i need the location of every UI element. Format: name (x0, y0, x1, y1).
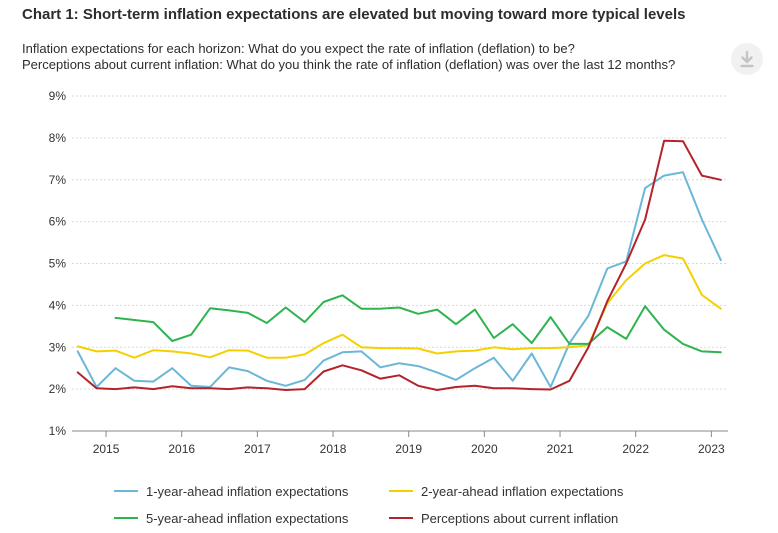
legend-item-5-year[interactable]: 5-year-ahead inflation expectations (114, 509, 348, 527)
y-axis-ticks: 1% 2% 3% 4% 5% 6% 7% 8% 9% (49, 89, 67, 438)
legend-label-2-year: 2-year-ahead inflation expectations (421, 483, 624, 499)
series-lines (76, 139, 722, 391)
series-line-5-year (114, 294, 722, 354)
x-axis-ticks: 2015 2016 2017 2018 2019 2020 2021 2022 2023 (72, 430, 728, 456)
legend-item-perceptions[interactable]: Perceptions about current inflation (389, 509, 618, 527)
legend-label-perceptions: Perceptions about current inflation (421, 510, 619, 526)
y-tick-label: 5% (49, 257, 67, 271)
gridlines (72, 95, 728, 432)
y-tick-label: 3% (49, 340, 67, 354)
download-icon (740, 50, 754, 68)
y-tick-label: 1% (49, 424, 67, 438)
x-tick-label: 2017 (244, 442, 271, 456)
subtitle-line-1: Inflation expectations for each horizon:… (22, 41, 575, 56)
legend-swatch-perceptions (389, 517, 413, 519)
legend-swatch-5-year (114, 517, 138, 519)
x-tick-label: 2019 (395, 442, 422, 456)
chart-subtitle: Inflation expectations for each horizon:… (22, 41, 675, 73)
y-tick-label: 6% (49, 215, 67, 229)
series-line-perceptions (76, 139, 722, 391)
legend-label-1-year: 1-year-ahead inflation expectations (146, 483, 349, 499)
x-tick-label: 2018 (320, 442, 347, 456)
y-tick-label: 9% (49, 89, 67, 103)
y-tick-label: 7% (49, 173, 67, 187)
series-line-2-year (76, 254, 722, 359)
legend-swatch-1-year (114, 490, 138, 492)
x-tick-label: 2016 (168, 442, 195, 456)
legend-label-5-year: 5-year-ahead inflation expectations (146, 510, 349, 526)
legend-item-2-year[interactable]: 2-year-ahead inflation expectations (389, 482, 623, 500)
legend-item-1-year[interactable]: 1-year-ahead inflation expectations (114, 482, 348, 500)
x-tick-label: 2021 (547, 442, 574, 456)
x-tick-label: 2015 (93, 442, 120, 456)
legend-swatch-2-year (389, 490, 413, 492)
y-tick-label: 4% (49, 298, 67, 312)
x-tick-label: 2023 (698, 442, 725, 456)
y-tick-label: 8% (49, 131, 67, 145)
y-tick-label: 2% (49, 382, 67, 396)
series-line-1-year (76, 171, 722, 388)
download-button[interactable] (731, 43, 763, 75)
x-tick-label: 2020 (471, 442, 498, 456)
x-tick-label: 2022 (622, 442, 649, 456)
chart-title: Chart 1: Short-term inflation expectatio… (22, 6, 686, 23)
subtitle-line-2: Perceptions about current inflation: Wha… (22, 57, 676, 72)
